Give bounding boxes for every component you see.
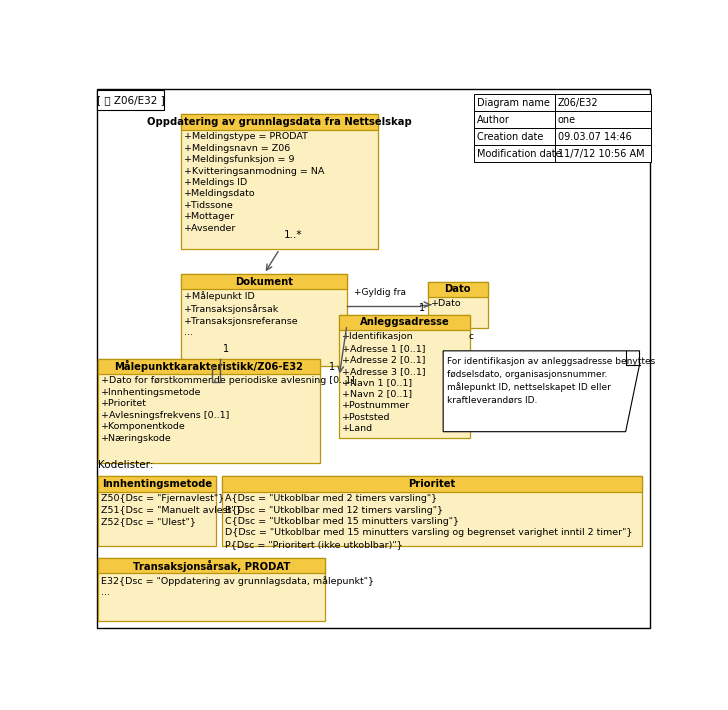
Text: For identifikasjon av anleggsadresse benyttes
fødselsdato, organisasjonsnummer.
: For identifikasjon av anleggsadresse ben… <box>447 357 655 405</box>
Text: +Meldingstype = PRODAT
+Meldingsnavn = Z06
+Meldingsfunksjon = 9
+Kvitteringsanm: +Meldingstype = PRODAT +Meldingsnavn = Z… <box>184 132 325 233</box>
Text: 1: 1 <box>419 302 425 313</box>
Text: one: one <box>558 115 576 125</box>
Text: Author: Author <box>477 115 510 125</box>
Bar <box>555 146 651 162</box>
Text: Z06/E32: Z06/E32 <box>558 98 598 108</box>
Bar <box>98 359 320 462</box>
Bar <box>98 359 320 374</box>
Text: +Dato for førstkommende periodiske avlesning [0..1]
+Innhentingsmetode
+Priorite: +Dato for førstkommende periodiske avles… <box>101 376 355 442</box>
Text: +Identifikasjon
+Adresse 1 [0..1]
+Adresse 2 [0..1]
+Adresse 3 [0..1]
+Navn 1 [0: +Identifikasjon +Adresse 1 [0..1] +Adres… <box>342 332 426 433</box>
Text: Kodelister:: Kodelister: <box>98 460 154 470</box>
Text: Creation date: Creation date <box>477 132 543 142</box>
Text: Oppdatering av grunnlagsdata fra Nettselskap: Oppdatering av grunnlagsdata fra Nettsel… <box>147 117 412 127</box>
Bar <box>474 129 555 146</box>
Bar <box>474 111 555 129</box>
Text: Dato: Dato <box>445 284 471 294</box>
Text: Z50{Dsc = "Fjernavlest"}
Z51{Dsc = "Manuelt avlest"}
Z52{Dsc = "Ulest"}: Z50{Dsc = "Fjernavlest"} Z51{Dsc = "Manu… <box>101 494 242 526</box>
Bar <box>181 274 347 289</box>
Text: 09.03.07 14:46: 09.03.07 14:46 <box>558 132 632 142</box>
Bar <box>555 129 651 146</box>
Bar <box>181 114 378 249</box>
Text: Diagram name: Diagram name <box>477 98 550 108</box>
Bar <box>222 476 642 546</box>
Text: 1: 1 <box>223 344 229 354</box>
Text: +Gyldig fra: +Gyldig fra <box>354 288 405 297</box>
Bar <box>555 111 651 129</box>
Text: 11/7/12 10:56 AM: 11/7/12 10:56 AM <box>558 148 644 159</box>
Text: Anleggsadresse: Anleggsadresse <box>360 317 450 327</box>
Text: A{Dsc = "Utkoblbar med 2 timers varsling"}
B{Dsc = "Utkoblbar med 12 timers vars: A{Dsc = "Utkoblbar med 2 timers varsling… <box>225 494 633 549</box>
Text: +Målepunkt ID
+Transaksjonsårsak
+Transaksjonsreferanse
...: +Målepunkt ID +Transaksjonsårsak +Transa… <box>184 292 299 337</box>
Bar <box>98 476 216 492</box>
Bar <box>428 282 488 328</box>
Text: 1..*: 1..* <box>283 230 302 240</box>
Bar <box>98 558 325 621</box>
Text: Modification date: Modification date <box>477 148 562 159</box>
Text: 1: 1 <box>329 362 336 372</box>
Bar <box>555 94 651 111</box>
Bar <box>474 94 555 111</box>
Text: [ 品 Z06/E32 ]: [ 品 Z06/E32 ] <box>97 95 165 105</box>
Text: Prioritet: Prioritet <box>408 479 456 489</box>
Bar <box>339 315 470 330</box>
Bar <box>428 282 488 297</box>
Bar <box>98 558 325 574</box>
Text: Dokument: Dokument <box>235 277 293 287</box>
Bar <box>181 274 347 366</box>
Text: Innhentingsmetode: Innhentingsmetode <box>102 479 212 489</box>
Text: c: c <box>469 332 474 341</box>
Bar <box>181 114 378 130</box>
Polygon shape <box>443 351 639 432</box>
Text: +Dato: +Dato <box>431 299 462 308</box>
Bar <box>98 476 216 546</box>
Bar <box>97 90 165 110</box>
Text: E32{Dsc = "Oppdatering av grunnlagsdata, målepunkt"}
...: E32{Dsc = "Oppdatering av grunnlagsdata,… <box>101 576 374 597</box>
Bar <box>339 315 470 438</box>
Bar <box>222 476 642 492</box>
Bar <box>474 146 555 162</box>
Text: Transaksjonsårsak, PRODAT: Transaksjonsårsak, PRODAT <box>133 559 290 572</box>
Text: Målepunktkarakteristikk/Z06-E32: Målepunktkarakteristikk/Z06-E32 <box>114 360 304 372</box>
